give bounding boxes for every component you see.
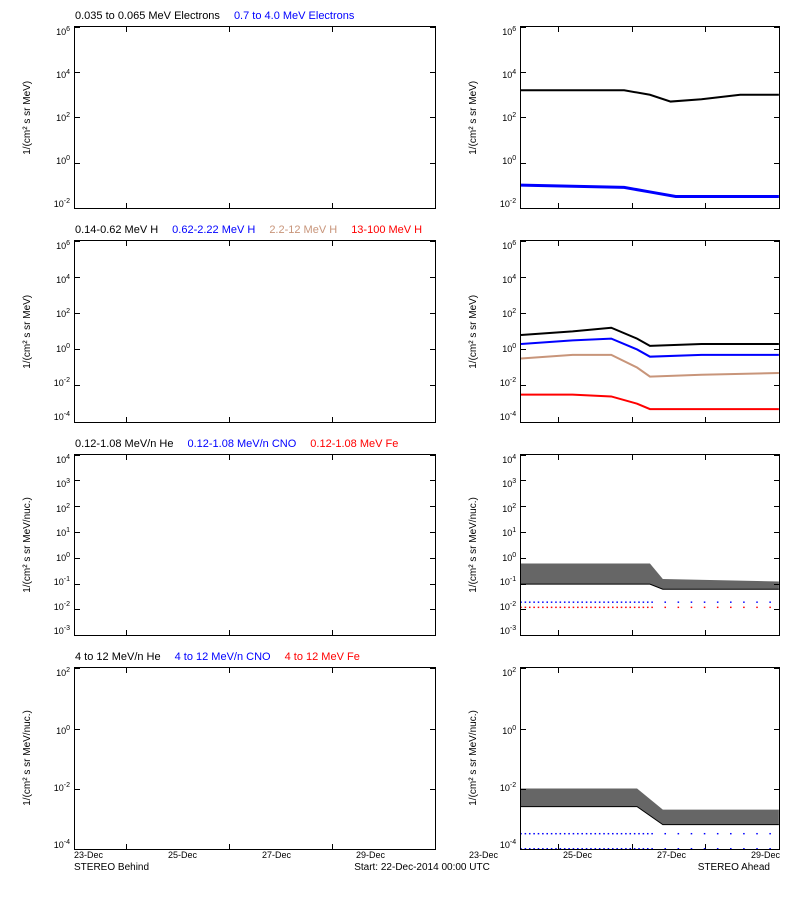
y-axis-ticks: 10210010-210-4 xyxy=(480,667,520,850)
figure-container: 0.035 to 0.065 MeV Electrons 0.7 to 4.0 M… xyxy=(0,10,800,910)
series-title: 2.2-12 MeV H xyxy=(269,224,337,236)
y-axis-label: 1/(cm² s sr MeV) xyxy=(20,240,34,423)
panel-left: 0.12-1.08 MeV/n He 0.12-1.08 MeV/n CNO 0.1… xyxy=(20,438,436,637)
y-axis-label: 1/(cm² s sr MeV) xyxy=(466,26,480,209)
x-axis-ticks: 23-Dec25-Dec27-Dec29-Dec xyxy=(415,850,780,860)
y-axis-ticks: 10210010-210-4 xyxy=(34,667,74,850)
series-title: 0.12-1.08 MeV Fe xyxy=(310,438,398,450)
y-axis-label: 1/(cm² s sr MeV/nuc.) xyxy=(466,454,480,637)
panel-title-row xyxy=(466,10,780,26)
x-axis-row: 23-Dec25-Dec27-Dec29-Dec 23-Dec25-Dec27-D… xyxy=(20,850,780,860)
y-axis-ticks: 10410310210110010-110-210-3 xyxy=(480,454,520,637)
panel-right: 1/(cm² s sr MeV/nuc.)10210010-210-4 xyxy=(466,651,780,850)
panel-title-row xyxy=(466,224,780,240)
x-axis-ticks: 23-Dec25-Dec27-Dec29-Dec xyxy=(20,850,385,860)
plot-area xyxy=(520,240,780,423)
series-title: 0.12-1.08 MeV/n CNO xyxy=(187,438,296,450)
panel-grid: 0.035 to 0.065 MeV Electrons 0.7 to 4.0 M… xyxy=(20,10,780,850)
plot-area xyxy=(74,26,436,209)
plot-area xyxy=(74,240,436,423)
panel-right: 1/(cm² s sr MeV)10610410210010-2 xyxy=(466,10,780,209)
panel-right: 1/(cm² s sr MeV)10610410210010-210-4 xyxy=(466,224,780,423)
series-title: 4 to 12 MeV/n CNO xyxy=(175,651,271,663)
y-axis-label: 1/(cm² s sr MeV/nuc.) xyxy=(20,454,34,637)
panel-title-row xyxy=(466,651,780,667)
series-title: 0.62-2.22 MeV H xyxy=(172,224,255,236)
y-axis-ticks: 10610410210010-210-4 xyxy=(480,240,520,423)
plot-area xyxy=(74,667,436,850)
series-title: 0.7 to 4.0 MeV Electrons xyxy=(234,10,354,22)
label-stereo-ahead: STEREO Ahead xyxy=(538,862,780,873)
y-axis-label: 1/(cm² s sr MeV/nuc.) xyxy=(466,667,480,850)
y-axis-label: 1/(cm² s sr MeV/nuc.) xyxy=(20,667,34,850)
y-axis-label: 1/(cm² s sr MeV) xyxy=(20,26,34,209)
plot-area xyxy=(520,26,780,209)
plot-area xyxy=(520,454,780,637)
panel-title-row: 0.035 to 0.065 MeV Electrons 0.7 to 4.0 M… xyxy=(20,10,436,26)
panel-title-row: 4 to 12 MeV/n He 4 to 12 MeV/n CNO 4 to 12… xyxy=(20,651,436,667)
y-axis-ticks: 10610410210010-2 xyxy=(34,26,74,209)
panel-left: 0.035 to 0.065 MeV Electrons 0.7 to 4.0 M… xyxy=(20,10,436,209)
panel-left: 4 to 12 MeV/n He 4 to 12 MeV/n CNO 4 to 12… xyxy=(20,651,436,850)
series-title: 4 to 12 MeV/n He xyxy=(75,651,161,663)
plot-area xyxy=(520,667,780,850)
series-title: 13-100 MeV H xyxy=(351,224,422,236)
y-axis-ticks: 10610410210010-210-4 xyxy=(34,240,74,423)
label-stereo-behind: STEREO Behind xyxy=(20,862,306,873)
series-title: 0.035 to 0.065 MeV Electrons xyxy=(75,10,220,22)
panel-title-row: 0.12-1.08 MeV/n He 0.12-1.08 MeV/n CNO 0.1… xyxy=(20,438,436,454)
y-axis-ticks: 10610410210010-2 xyxy=(480,26,520,209)
panel-right: 1/(cm² s sr MeV/nuc.)10410310210110010-1… xyxy=(466,438,780,637)
y-axis-ticks: 10410310210110010-110-210-3 xyxy=(34,454,74,637)
panel-title-row xyxy=(466,438,780,454)
series-title: 0.12-1.08 MeV/n He xyxy=(75,438,173,450)
bottom-labels: STEREO Behind Start: 22-Dec-2014 00:00 U… xyxy=(20,862,780,873)
label-start-time: Start: 22-Dec-2014 00:00 UTC xyxy=(306,862,538,873)
plot-area xyxy=(74,454,436,637)
panel-left: 0.14-0.62 MeV H 0.62-2.22 MeV H 2.2-12 MeV… xyxy=(20,224,436,423)
series-title: 0.14-0.62 MeV H xyxy=(75,224,158,236)
series-title: 4 to 12 MeV Fe xyxy=(285,651,360,663)
panel-title-row: 0.14-0.62 MeV H 0.62-2.22 MeV H 2.2-12 MeV… xyxy=(20,224,436,240)
y-axis-label: 1/(cm² s sr MeV) xyxy=(466,240,480,423)
